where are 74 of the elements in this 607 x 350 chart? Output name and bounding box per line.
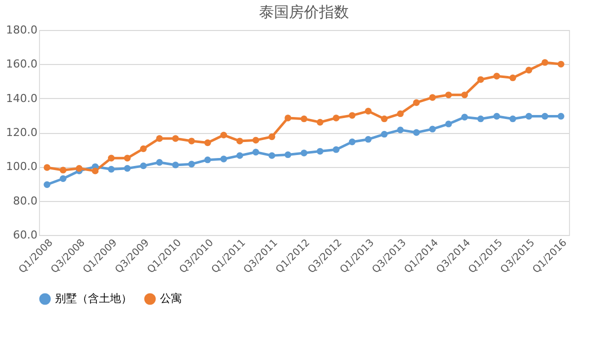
point bbox=[461, 114, 468, 120]
y-tick-label: 80.0 bbox=[13, 194, 38, 208]
y-tick-label: 60.0 bbox=[13, 228, 38, 242]
point bbox=[188, 138, 195, 144]
point bbox=[284, 114, 292, 122]
y-tick-label: 120.0 bbox=[6, 126, 38, 139]
legend-label: 公寓 bbox=[160, 292, 182, 305]
point bbox=[477, 76, 484, 83]
point bbox=[252, 136, 260, 144]
point bbox=[397, 110, 404, 118]
point bbox=[60, 175, 66, 182]
point bbox=[380, 115, 388, 122]
legend-label: 别墅（含土地） bbox=[55, 292, 132, 305]
point bbox=[397, 126, 404, 134]
chart-title: 泰国房价指数 bbox=[259, 3, 349, 21]
point bbox=[124, 154, 131, 162]
point bbox=[44, 181, 50, 188]
point bbox=[220, 156, 228, 162]
point bbox=[188, 160, 195, 168]
point bbox=[364, 136, 372, 143]
point bbox=[108, 166, 115, 173]
point bbox=[204, 156, 211, 164]
point bbox=[413, 99, 420, 106]
y-tick-label: 180.0 bbox=[6, 24, 38, 36]
y-tick-label: 160.0 bbox=[6, 58, 38, 71]
point bbox=[140, 162, 147, 170]
point bbox=[445, 92, 452, 98]
point bbox=[364, 108, 372, 114]
point bbox=[236, 152, 244, 159]
point bbox=[332, 146, 340, 153]
point bbox=[525, 112, 532, 120]
point bbox=[236, 138, 244, 144]
point bbox=[380, 130, 388, 138]
point bbox=[60, 166, 66, 174]
point bbox=[172, 162, 179, 168]
point bbox=[509, 115, 516, 122]
point bbox=[429, 126, 436, 132]
y-tick-label: 140.0 bbox=[6, 92, 38, 105]
point bbox=[220, 132, 228, 138]
point bbox=[44, 164, 50, 171]
point bbox=[348, 112, 356, 119]
point bbox=[558, 60, 564, 68]
point bbox=[348, 138, 356, 146]
point bbox=[92, 168, 99, 174]
point bbox=[477, 115, 484, 122]
y-tick-label: 100.0 bbox=[6, 160, 38, 174]
point bbox=[558, 112, 564, 120]
point bbox=[204, 139, 211, 146]
point bbox=[252, 148, 260, 156]
point bbox=[156, 135, 163, 142]
point bbox=[268, 133, 276, 140]
point bbox=[300, 150, 308, 156]
point bbox=[461, 92, 468, 98]
point bbox=[413, 129, 420, 136]
point bbox=[316, 118, 324, 126]
point bbox=[542, 112, 548, 120]
point bbox=[493, 72, 500, 80]
point bbox=[156, 159, 163, 166]
point bbox=[108, 154, 115, 162]
point bbox=[332, 114, 340, 122]
point bbox=[509, 74, 516, 82]
point bbox=[172, 135, 179, 142]
point bbox=[300, 115, 308, 122]
point bbox=[316, 148, 324, 155]
point bbox=[429, 94, 436, 101]
point bbox=[76, 165, 83, 172]
point bbox=[140, 145, 147, 152]
point bbox=[542, 59, 548, 66]
point bbox=[284, 151, 292, 158]
point bbox=[268, 152, 276, 159]
point bbox=[124, 165, 131, 172]
point bbox=[493, 112, 500, 120]
point bbox=[525, 66, 532, 74]
point bbox=[445, 120, 452, 128]
